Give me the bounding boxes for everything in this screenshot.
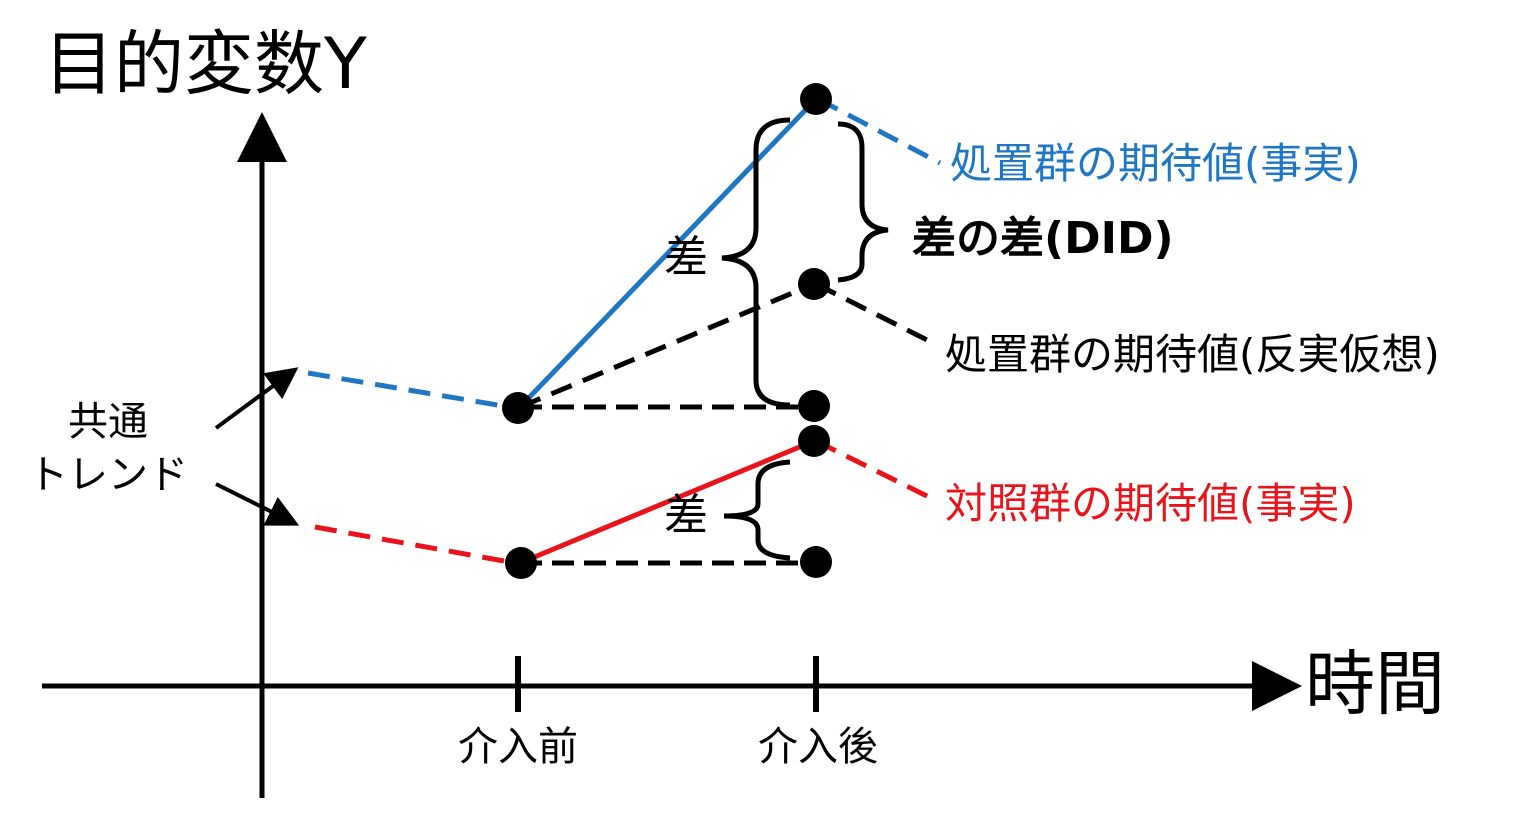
brace-control-diff	[723, 459, 791, 561]
treated-fact-extension	[816, 96, 942, 166]
treated-counterfactual-label: 処置群の期待値(反実仮想)	[945, 330, 1440, 379]
point-treated-after-baseline	[798, 390, 830, 422]
diff-label-top: 差	[664, 232, 708, 283]
control-fact-extension	[814, 438, 937, 503]
control-pretrend-line	[314, 524, 516, 566]
brace-did	[837, 121, 889, 283]
brace-treated-diff	[721, 117, 791, 408]
treated-fact-line	[518, 97, 818, 409]
diff-label-bottom: 差	[664, 490, 708, 541]
y-axis-label: 目的変数Y	[44, 23, 367, 105]
point-control-before	[505, 547, 537, 579]
common-trend-label-line2: トレンド	[28, 452, 188, 498]
common-trend-arrow-up	[214, 367, 299, 430]
tick-label-after: 介入後	[758, 724, 878, 770]
treated-pretrend-line	[307, 370, 516, 411]
control-fact-line	[519, 438, 815, 566]
point-treated-after-counterfactual	[798, 268, 830, 300]
common-trend-arrow-down	[215, 482, 300, 526]
point-treated-after-fact	[800, 83, 832, 115]
counterfactual-line	[519, 281, 815, 410]
common-trend-label-line1: 共通	[68, 399, 148, 445]
did-label: 差の差(DID)	[912, 213, 1174, 264]
point-control-after-baseline	[800, 546, 832, 578]
tick-label-before: 介入前	[458, 724, 578, 770]
treated-fact-label: 処置群の期待値(事実)	[950, 139, 1361, 188]
control-fact-label: 対照群の期待値(事実)	[945, 479, 1356, 528]
x-axis-label: 時間	[1305, 643, 1445, 725]
point-treated-before	[502, 392, 534, 424]
counterfactual-extension	[814, 281, 937, 347]
point-control-after-fact	[798, 425, 830, 457]
